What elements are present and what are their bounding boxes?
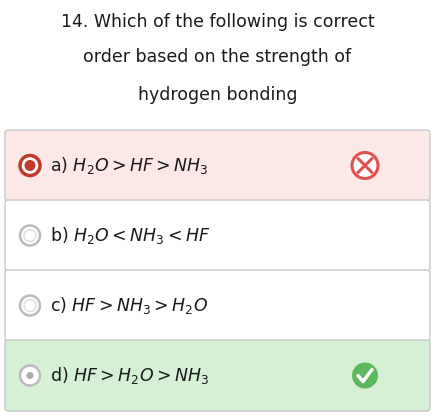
FancyBboxPatch shape <box>5 270 429 341</box>
Circle shape <box>24 229 36 242</box>
FancyBboxPatch shape <box>5 340 429 411</box>
Text: b) $H_2O$$<$$NH_3$$<$$HF$: b) $H_2O$$<$$NH_3$$<$$HF$ <box>50 225 210 246</box>
Circle shape <box>20 225 40 245</box>
Circle shape <box>351 362 377 388</box>
Text: a) $H_2O$$>$$HF$$>$$NH_3$: a) $H_2O$$>$$HF$$>$$NH_3$ <box>50 155 208 176</box>
Circle shape <box>351 153 377 178</box>
Circle shape <box>20 365 40 385</box>
Circle shape <box>26 372 33 379</box>
Circle shape <box>24 300 36 311</box>
Circle shape <box>24 160 36 171</box>
Text: d) $HF$$>$$H_2O$$>$$NH_3$: d) $HF$$>$$H_2O$$>$$NH_3$ <box>50 365 208 386</box>
Text: c) $HF$$>$$NH_3$$>$$H_2O$: c) $HF$$>$$NH_3$$>$$H_2O$ <box>50 295 208 316</box>
Text: hydrogen bonding: hydrogen bonding <box>138 86 296 104</box>
Circle shape <box>20 155 40 176</box>
Text: 14. Which of the following is correct: 14. Which of the following is correct <box>61 13 373 31</box>
FancyBboxPatch shape <box>5 130 429 201</box>
Circle shape <box>20 296 40 316</box>
FancyBboxPatch shape <box>5 200 429 271</box>
Text: order based on the strength of: order based on the strength of <box>83 48 351 66</box>
